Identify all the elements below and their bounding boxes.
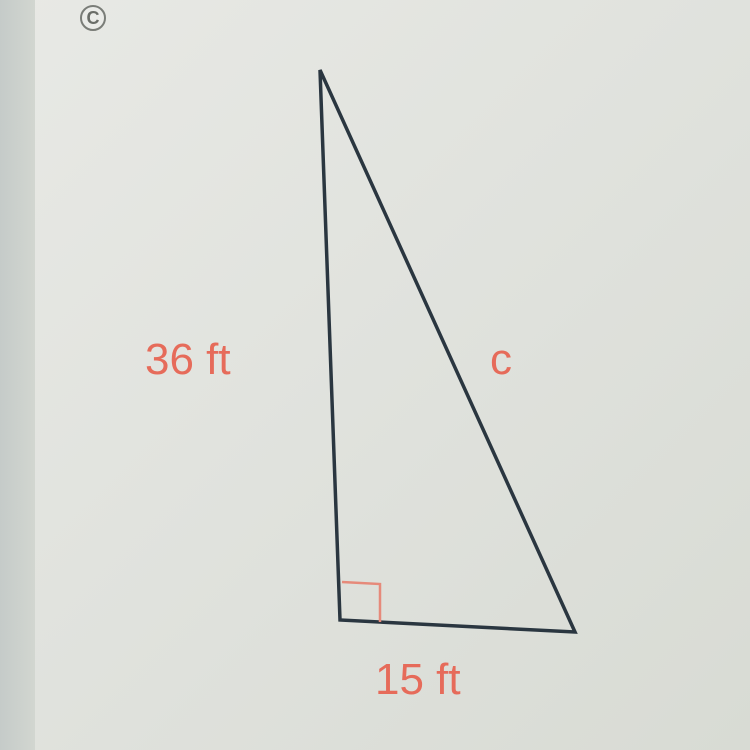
triangle-diagram: 36 ft c 15 ft [110, 60, 670, 710]
triangle-svg [110, 60, 670, 710]
bottom-side-label: 15 ft [375, 655, 461, 705]
right-angle-square-icon [342, 582, 380, 622]
left-edge-strip [0, 0, 35, 750]
left-side-label: 36 ft [145, 335, 231, 385]
hypotenuse-label: c [490, 335, 512, 385]
triangle-shape [320, 70, 575, 632]
question-marker: C [80, 5, 106, 31]
question-marker-label: C [87, 8, 100, 29]
